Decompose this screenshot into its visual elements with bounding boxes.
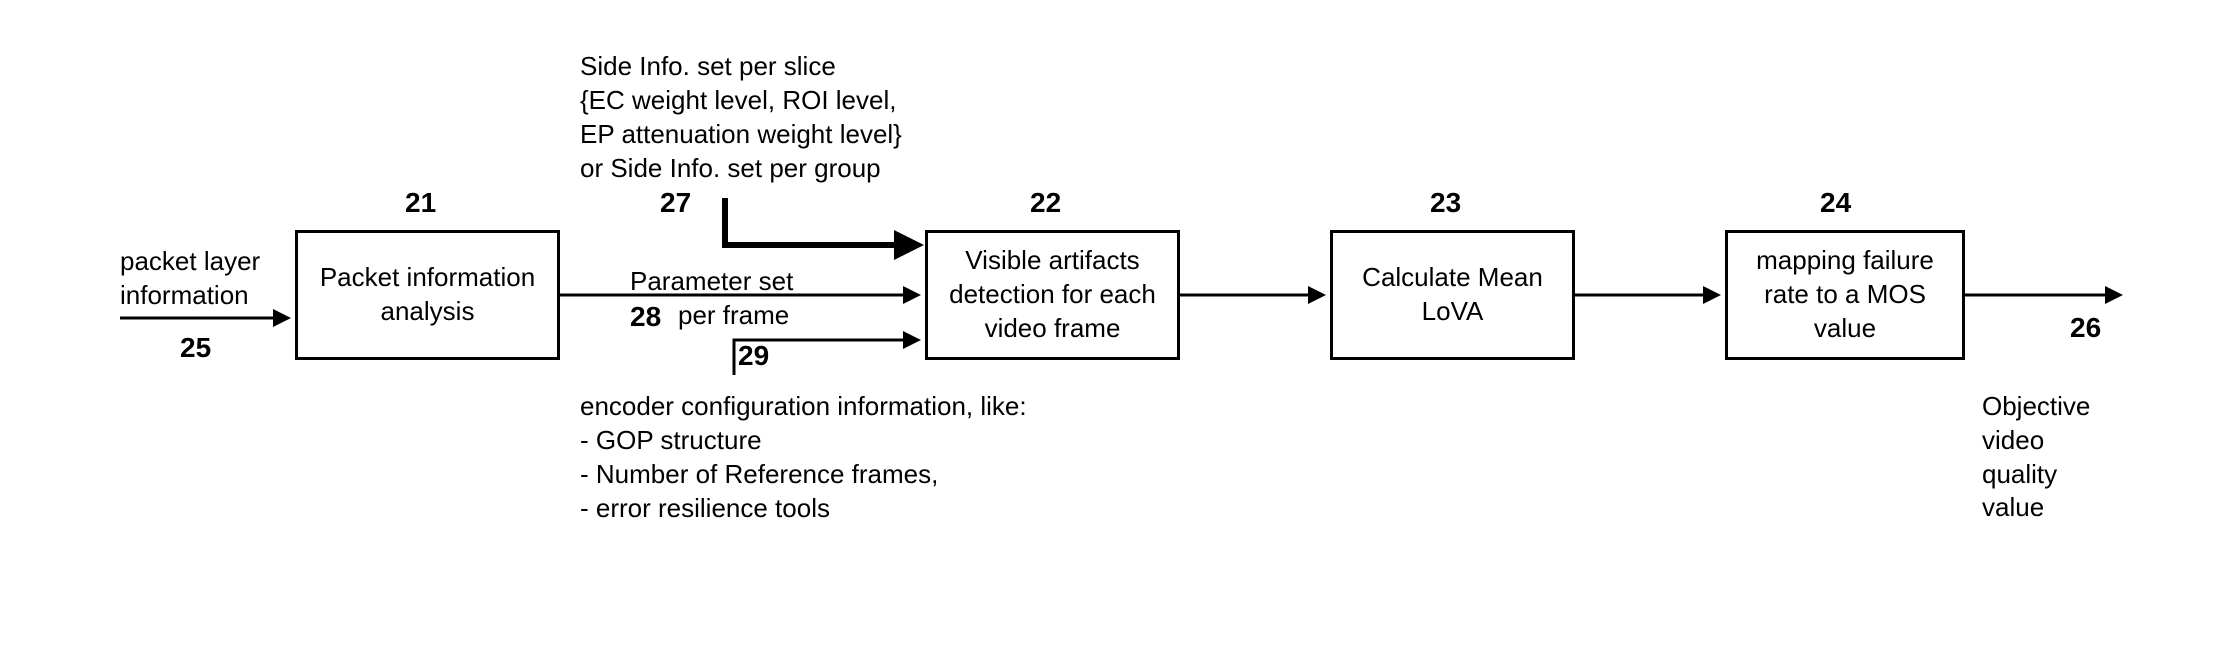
side-info-line1: Side Info. set per slice bbox=[580, 50, 836, 84]
param-set-l2: per frame bbox=[678, 299, 789, 333]
side-info-line3: EP attenuation weight level} bbox=[580, 118, 902, 152]
box21: Packet information analysis bbox=[295, 230, 560, 360]
box23: Calculate Mean LoVA bbox=[1330, 230, 1575, 360]
encoder-line2: - GOP structure bbox=[580, 424, 762, 458]
encoder-line4: - error resilience tools bbox=[580, 492, 830, 526]
encoder-line3: - Number of Reference frames, bbox=[580, 458, 938, 492]
box24: mapping failure rate to a MOS value bbox=[1725, 230, 1965, 360]
box22-num: 22 bbox=[1030, 185, 1061, 221]
output-num: 26 bbox=[2070, 310, 2101, 346]
param-set-l1: Parameter set bbox=[630, 265, 793, 299]
param-set-num: 28 bbox=[630, 299, 661, 335]
flowchart-container: packet layer information 25 21 Packet in… bbox=[20, 20, 2201, 626]
side-info-line4: or Side Info. set per group bbox=[580, 152, 881, 186]
box23-num: 23 bbox=[1430, 185, 1461, 221]
box22: Visible artifacts detection for each vid… bbox=[925, 230, 1180, 360]
encoder-info-num: 29 bbox=[738, 338, 769, 374]
input-label: packet layer information bbox=[120, 245, 260, 313]
side-info-line2: {EC weight level, ROI level, bbox=[580, 84, 896, 118]
side-info-num: 27 bbox=[660, 185, 691, 221]
encoder-line1: encoder configuration information, like: bbox=[580, 390, 1027, 424]
box24-num: 24 bbox=[1820, 185, 1851, 221]
input-num: 25 bbox=[180, 330, 211, 366]
output-label: Objective video quality value bbox=[1982, 390, 2090, 525]
box21-num: 21 bbox=[405, 185, 436, 221]
